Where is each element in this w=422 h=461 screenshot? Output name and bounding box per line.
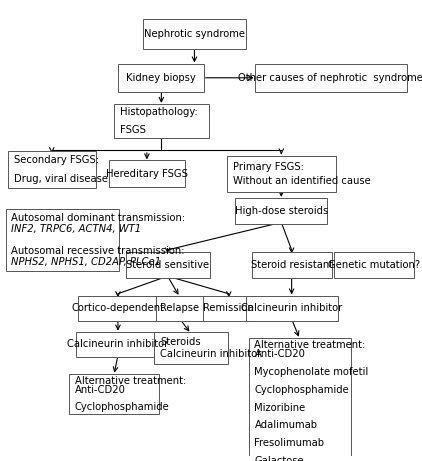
Text: Remission: Remission xyxy=(203,303,254,313)
FancyBboxPatch shape xyxy=(156,296,204,321)
Text: Other causes of nephrotic  syndrome: Other causes of nephrotic syndrome xyxy=(238,73,422,83)
Text: Cortico-dependent: Cortico-dependent xyxy=(71,303,165,313)
Text: Mycophenolate mofetil: Mycophenolate mofetil xyxy=(254,367,369,377)
FancyBboxPatch shape xyxy=(249,337,351,461)
FancyBboxPatch shape xyxy=(227,155,335,192)
Text: Steroid sensitive: Steroid sensitive xyxy=(126,260,209,270)
Text: Autosomal recessive transmission:: Autosomal recessive transmission: xyxy=(11,246,185,256)
Text: Anti-CD20: Anti-CD20 xyxy=(75,385,125,395)
FancyBboxPatch shape xyxy=(203,296,255,321)
FancyBboxPatch shape xyxy=(246,296,338,321)
Text: Relapse: Relapse xyxy=(160,303,200,313)
FancyBboxPatch shape xyxy=(143,18,246,49)
Text: Cyclophosphamide: Cyclophosphamide xyxy=(75,402,169,412)
Text: Galactose: Galactose xyxy=(254,456,304,461)
Text: Alternative treatment:: Alternative treatment: xyxy=(254,340,366,350)
FancyBboxPatch shape xyxy=(255,64,407,92)
FancyBboxPatch shape xyxy=(8,151,96,188)
FancyBboxPatch shape xyxy=(335,252,414,278)
FancyBboxPatch shape xyxy=(118,64,204,92)
Text: Fresolimumab: Fresolimumab xyxy=(254,438,325,448)
FancyBboxPatch shape xyxy=(126,252,210,278)
Text: Nephrotic syndrome: Nephrotic syndrome xyxy=(144,29,245,39)
Text: Anti-CD20: Anti-CD20 xyxy=(254,349,305,359)
Text: FSGS: FSGS xyxy=(120,125,146,136)
Text: High-dose steroids: High-dose steroids xyxy=(235,206,328,216)
Text: Adalimumab: Adalimumab xyxy=(254,420,317,431)
Text: INF2, TRPC6, ACTN4, WT1: INF2, TRPC6, ACTN4, WT1 xyxy=(11,224,142,234)
Text: Calcineurin inhibitor: Calcineurin inhibitor xyxy=(68,339,168,349)
FancyBboxPatch shape xyxy=(5,209,119,271)
Text: Alternative treatment:: Alternative treatment: xyxy=(75,376,186,386)
FancyBboxPatch shape xyxy=(154,332,228,364)
FancyBboxPatch shape xyxy=(235,198,327,224)
Text: Hereditary FSGS: Hereditary FSGS xyxy=(106,169,188,178)
Text: Secondary FSGS:: Secondary FSGS: xyxy=(14,154,98,165)
FancyBboxPatch shape xyxy=(69,374,159,414)
Text: Steroids: Steroids xyxy=(160,337,201,347)
Text: Primary FSGS:: Primary FSGS: xyxy=(233,161,303,171)
Text: Steroid resistant: Steroid resistant xyxy=(251,260,333,270)
FancyBboxPatch shape xyxy=(114,104,208,138)
Text: Genetic mutation?: Genetic mutation? xyxy=(328,260,420,270)
FancyBboxPatch shape xyxy=(78,296,158,321)
Text: Calcineurin inhibitor: Calcineurin inhibitor xyxy=(160,349,261,359)
Text: Mizoribine: Mizoribine xyxy=(254,402,306,413)
FancyBboxPatch shape xyxy=(109,160,185,187)
Text: Without an identified cause: Without an identified cause xyxy=(233,176,371,186)
Text: Cyclophosphamide: Cyclophosphamide xyxy=(254,385,349,395)
Text: Drug, viral disease: Drug, viral disease xyxy=(14,174,108,184)
Text: Autosomal dominant transmission:: Autosomal dominant transmission: xyxy=(11,213,186,223)
Text: Kidney biopsy: Kidney biopsy xyxy=(127,73,196,83)
Text: Calcineurin inhibitor: Calcineurin inhibitor xyxy=(241,303,342,313)
Text: NPHS2, NPHS1, CD2AP, PLCe1: NPHS2, NPHS1, CD2AP, PLCe1 xyxy=(11,257,162,267)
FancyBboxPatch shape xyxy=(76,332,160,357)
FancyBboxPatch shape xyxy=(252,252,332,278)
Text: Histopathology:: Histopathology: xyxy=(120,107,198,117)
